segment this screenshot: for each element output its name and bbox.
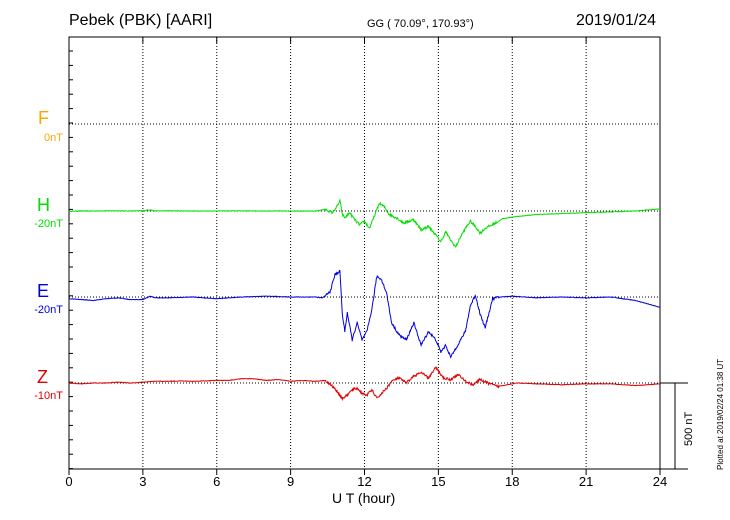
channel-h-label: H (37, 195, 50, 215)
x-tick-label: 15 (431, 474, 446, 489)
trace-z (69, 365, 660, 402)
x-tick-label: 18 (505, 474, 520, 489)
x-tick-label: 21 (578, 474, 594, 489)
plotted-timestamp: Plotted at 2019/02/24 01:38 UT (716, 358, 725, 470)
trace-h (68, 198, 661, 248)
station-title: Pebek (PBK) [AARI] (69, 12, 213, 29)
x-tick-label: 6 (213, 474, 221, 489)
channel-z-offset: -10nT (34, 390, 63, 402)
channel-e-offset: -20nT (34, 304, 63, 316)
channel-e-label: E (37, 281, 50, 301)
trace-e (68, 269, 661, 359)
plot-date: 2019/01/24 (576, 12, 657, 29)
x-tick-label: 9 (287, 474, 295, 489)
channel-f-label: F (38, 108, 49, 128)
x-tick-label: 24 (652, 474, 668, 489)
plot-grid (69, 37, 660, 469)
channel-h-offset: -20nT (34, 218, 63, 230)
x-tick-label: 0 (65, 474, 73, 489)
channel-f-offset: 0nT (44, 132, 63, 144)
station-coordinates: GG ( 70.09°, 170.93°) (367, 18, 474, 30)
x-tick-label: 12 (357, 474, 372, 489)
x-tick-label: 3 (139, 474, 147, 489)
x-axis-title: U T (hour) (332, 490, 396, 506)
scale-bar (660, 382, 688, 470)
channel-z-label: Z (37, 367, 48, 387)
scale-bar-label: 500 nT (683, 411, 695, 446)
trace-group (68, 198, 661, 402)
x-axis-ticks (68, 37, 661, 475)
